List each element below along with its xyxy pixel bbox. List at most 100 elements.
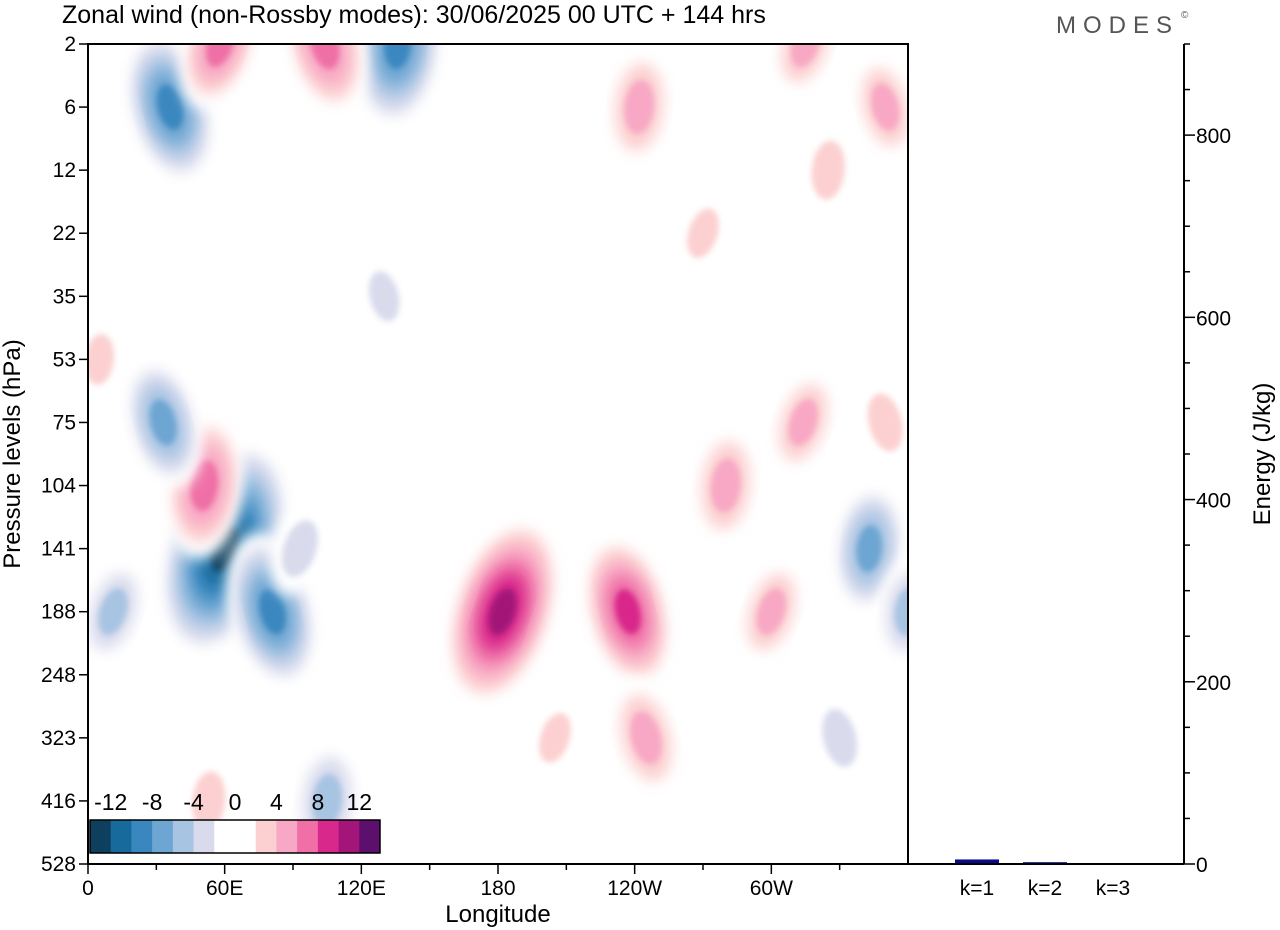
colorbar-labels: -12 -8 -4 0 4 8 12: [94, 789, 372, 815]
y-tick-label: 75: [53, 411, 76, 434]
contour-fill: [310, 44, 340, 70]
field-feature: [443, 515, 562, 709]
colorbar-cell: [152, 820, 174, 853]
colorbar-label: 12: [346, 789, 372, 815]
y-axis: 2 6 12 22 35 53 75 104 141 188 248 323 416 528: [41, 33, 88, 876]
energy-category-label: k=2: [1028, 877, 1062, 900]
contour-fill: [756, 588, 787, 636]
colorbar-cell: [359, 820, 381, 853]
field-feature: [581, 532, 674, 691]
colorbar-label: -12: [94, 789, 127, 815]
colorbar-cell: [90, 820, 112, 853]
field-feature: [529, 697, 581, 778]
colorbar-cell: [110, 820, 132, 853]
contour-fill: [190, 459, 219, 512]
contour-fill: [368, 271, 400, 322]
contour-fill: [822, 708, 858, 767]
colorbar-label: -8: [142, 789, 162, 815]
brand-logo: MODES: [1056, 12, 1179, 39]
y-tick-label: 2: [64, 33, 76, 56]
x-tick-label: 60W: [750, 877, 793, 900]
x-tick-label: 180: [480, 877, 515, 900]
colorbar-cell: [338, 820, 360, 853]
brand-mark: ©: [1181, 10, 1189, 21]
field-feature: [270, 502, 330, 596]
chart-title: Zonal wind (non-Rossby modes): 30/06/202…: [62, 1, 766, 29]
y-tick-label: 141: [41, 538, 76, 561]
field-feature: [124, 356, 203, 489]
contour-fill: [871, 83, 900, 131]
x-tick-label: 60E: [206, 877, 243, 900]
contour-fill: [788, 399, 818, 446]
y-tick-label: 22: [53, 222, 76, 245]
contour-fill: [539, 713, 571, 763]
y-tick-label: 528: [41, 853, 76, 876]
colorbar-label: 4: [270, 789, 283, 815]
energy-y-axis-label: Energy (J/kg): [1249, 383, 1276, 526]
colorbar-cell: [214, 820, 236, 853]
contour-fill: [384, 44, 412, 69]
energy-panel: 0 200 400 600 800 k=1 k=2 k=3 Energy (J/kg): [908, 43, 1276, 900]
colorbar-cell: [172, 820, 195, 853]
field-feature: [88, 318, 124, 401]
field-panel: [87, 43, 909, 865]
contour-fill: [488, 588, 517, 636]
colorbar-cell: [131, 820, 153, 853]
contour-fill: [687, 208, 719, 258]
colorbar-cell: [317, 820, 340, 853]
colorbar-label: 8: [311, 789, 324, 815]
y-tick-label: 416: [41, 790, 76, 813]
colorbar-cell: [255, 820, 277, 853]
energy-tick-label: 600: [1196, 307, 1231, 330]
contour-fill: [98, 588, 128, 636]
y-tick-label: 53: [53, 348, 76, 371]
field-feature: [801, 122, 856, 218]
field-feature: [610, 678, 682, 798]
contour-fill: [88, 333, 115, 385]
contour-fill: [192, 771, 226, 831]
energy-tick-label: 0: [1196, 854, 1208, 877]
field-feature: [677, 193, 729, 274]
contour-fill: [281, 520, 318, 578]
y-axis-label: Pressure levels (hPa): [0, 339, 26, 568]
contour-fill: [300, 44, 349, 85]
colorbar-label: 0: [229, 789, 242, 815]
field-feature: [856, 375, 908, 470]
contour-fill: [630, 711, 662, 765]
y-tick-label: 12: [53, 159, 76, 182]
y-tick-label: 248: [41, 664, 76, 687]
energy-category-label: k=1: [960, 877, 994, 900]
x-tick-label: 0: [82, 877, 94, 900]
colorbar-frame: [89, 819, 381, 854]
field-feature: [359, 255, 410, 337]
energy-y-axis: 0 200 400 600 800: [1184, 43, 1231, 877]
field-feature: [692, 424, 760, 547]
contour-fill: [312, 773, 343, 828]
contour-fill: [156, 84, 184, 130]
field-feature: [853, 53, 908, 161]
x-tick-label: 120E: [337, 877, 386, 900]
energy-x-axis: k=1 k=2 k=3: [960, 877, 1130, 900]
contour-fill: [259, 589, 286, 635]
field-feature: [738, 559, 805, 665]
y-tick-label: 35: [53, 285, 76, 308]
x-axis-label: Longitude: [445, 901, 550, 928]
field-feature: [770, 369, 837, 476]
contour-fill: [856, 525, 883, 573]
energy-bar: [955, 859, 999, 864]
field-feature: [88, 559, 147, 665]
energy-tick-label: 400: [1196, 490, 1231, 513]
field-feature: [811, 690, 869, 785]
colorbar-cell: [276, 820, 298, 853]
x-tick-label: 120W: [607, 877, 662, 900]
contour-fill: [811, 140, 845, 200]
contour-fill: [894, 587, 908, 636]
contour-fill: [710, 458, 741, 513]
colorbar-cells: [90, 820, 381, 853]
y-tick-label: 188: [41, 601, 76, 624]
field-feature: [605, 46, 673, 168]
contour-fill: [149, 399, 177, 446]
contour-fill: [614, 589, 641, 635]
energy-category-label: k=3: [1096, 877, 1130, 900]
